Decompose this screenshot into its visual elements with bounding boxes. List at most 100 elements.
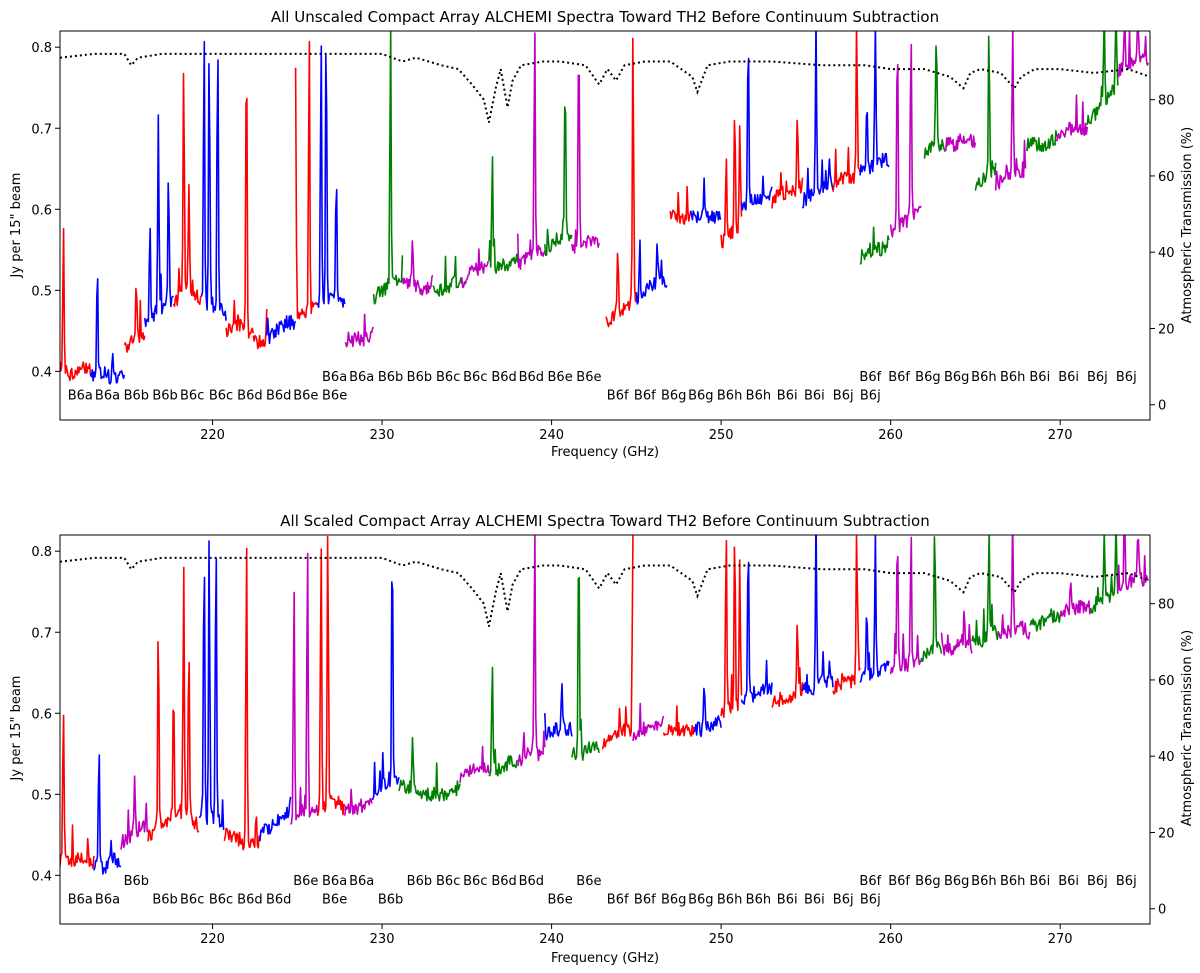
band-label: B6c	[436, 874, 460, 889]
band-label: B6i	[804, 389, 825, 404]
x-tick-label: 260	[878, 932, 903, 947]
x-axis-label: Frequency (GHz)	[551, 951, 659, 966]
y-tick-label: 0.7	[31, 122, 52, 137]
x-tick-label: 220	[200, 428, 225, 443]
band-label: B6c	[463, 874, 487, 889]
spectrum-series	[944, 133, 977, 153]
x-tick-label: 220	[200, 932, 225, 947]
band-label: B6h	[746, 893, 771, 908]
band-label: B6a	[95, 389, 120, 404]
band-label: B6g	[688, 893, 713, 908]
spectrum-series	[198, 540, 225, 831]
band-label: B6e	[576, 874, 601, 889]
atmospheric-transmission-line	[60, 556, 1150, 627]
spectrum-series	[516, 32, 546, 271]
band-label: B6e	[293, 389, 318, 404]
band-label: B6a	[322, 874, 347, 889]
band-label: B6j	[1116, 370, 1137, 385]
band-label: B6g	[944, 874, 969, 889]
spectrum-series	[1117, 31, 1150, 78]
spectrum-series	[635, 239, 668, 305]
spectrum-series	[1086, 31, 1119, 125]
band-label: B6d	[491, 874, 516, 889]
y-tick-label: 0.6	[31, 203, 52, 218]
spectrum-series	[693, 687, 722, 738]
band-label: B6g	[915, 874, 940, 889]
spectrum-series	[488, 156, 519, 274]
band-label: B6e	[576, 370, 601, 385]
band-label: B6g	[915, 370, 940, 385]
spectrum-series	[516, 535, 546, 767]
spectrum-series	[294, 40, 318, 320]
x-tick-label: 270	[1048, 428, 1073, 443]
band-label: B6f	[888, 370, 910, 385]
y2-tick-label: 40	[1158, 750, 1175, 765]
y2-tick-label: 60	[1158, 170, 1175, 185]
band-label: B6f	[607, 893, 629, 908]
band-label: B6a	[95, 893, 120, 908]
band-label: B6i	[777, 893, 798, 908]
x-tick-label: 240	[539, 932, 564, 947]
band-label: B6b	[124, 874, 149, 889]
band-label: B6i	[1058, 370, 1079, 385]
spectrum-series	[689, 177, 722, 224]
x-tick-label: 240	[539, 428, 564, 443]
band-label: B6j	[1087, 874, 1108, 889]
band-label: B6h	[717, 893, 742, 908]
band-label: B6a	[322, 370, 347, 385]
spectrum-series	[1025, 129, 1058, 152]
spectrum-series	[544, 106, 573, 257]
band-label: B6b	[407, 370, 432, 385]
x-tick-label: 270	[1048, 932, 1073, 947]
spectrum-series	[344, 313, 375, 348]
x-tick-label: 260	[878, 428, 903, 443]
spectrum-series	[432, 255, 463, 297]
band-label: B6h	[1000, 370, 1025, 385]
spectrum-series	[144, 114, 174, 328]
band-label: B6c	[436, 370, 460, 385]
band-label: B6j	[860, 893, 881, 908]
spectrum-series	[859, 226, 890, 265]
chart-title: All Unscaled Compact Array ALCHEMI Spect…	[271, 8, 939, 26]
y2-tick-label: 80	[1158, 598, 1175, 613]
y2-axis-label: Atmospheric Transmission (%)	[1180, 630, 1195, 827]
plot-frame	[59, 534, 1151, 925]
spectrum-series	[1117, 535, 1150, 592]
spectrum-series	[60, 714, 95, 870]
spectrum-series	[372, 31, 404, 305]
band-label: B6a	[349, 370, 374, 385]
spectrum-series	[398, 736, 461, 802]
band-label: B6c	[180, 893, 204, 908]
y-tick-label: 0.5	[31, 788, 52, 803]
band-label: B6a	[68, 389, 93, 404]
band-label: B6d	[237, 893, 262, 908]
band-label: B6a	[68, 893, 93, 908]
y-tick-label: 0.4	[31, 869, 52, 884]
spectrum-series	[401, 240, 434, 296]
y2-tick-label: 80	[1158, 94, 1175, 109]
chart-title: All Scaled Compact Array ALCHEMI Spectra…	[280, 512, 929, 530]
band-label: B6e	[293, 874, 318, 889]
band-label: B6i	[1058, 874, 1079, 889]
band-label: B6a	[349, 874, 374, 889]
chart-panel-unscaled: All Unscaled Compact Array ALCHEMI Spect…	[9, 8, 1195, 460]
band-label: B6j	[1087, 370, 1108, 385]
spectrum-series	[771, 624, 804, 708]
band-label: B6f	[634, 389, 656, 404]
band-label: B6h	[717, 389, 742, 404]
spectrum-series	[740, 57, 773, 211]
spectrum-series	[93, 754, 122, 875]
spectrum-series	[889, 536, 922, 675]
spectrum-series	[771, 119, 804, 209]
spectrum-series	[252, 309, 268, 350]
spectrum-series	[859, 535, 890, 683]
band-label: B6g	[944, 370, 969, 385]
spectrum-series	[923, 45, 946, 159]
spectrum-series	[632, 702, 665, 741]
band-label: B6i	[1029, 370, 1050, 385]
band-label: B6d	[266, 389, 291, 404]
y-tick-label: 0.8	[31, 41, 52, 56]
spectrum-series	[605, 37, 638, 328]
spectrum-series	[1059, 582, 1092, 618]
